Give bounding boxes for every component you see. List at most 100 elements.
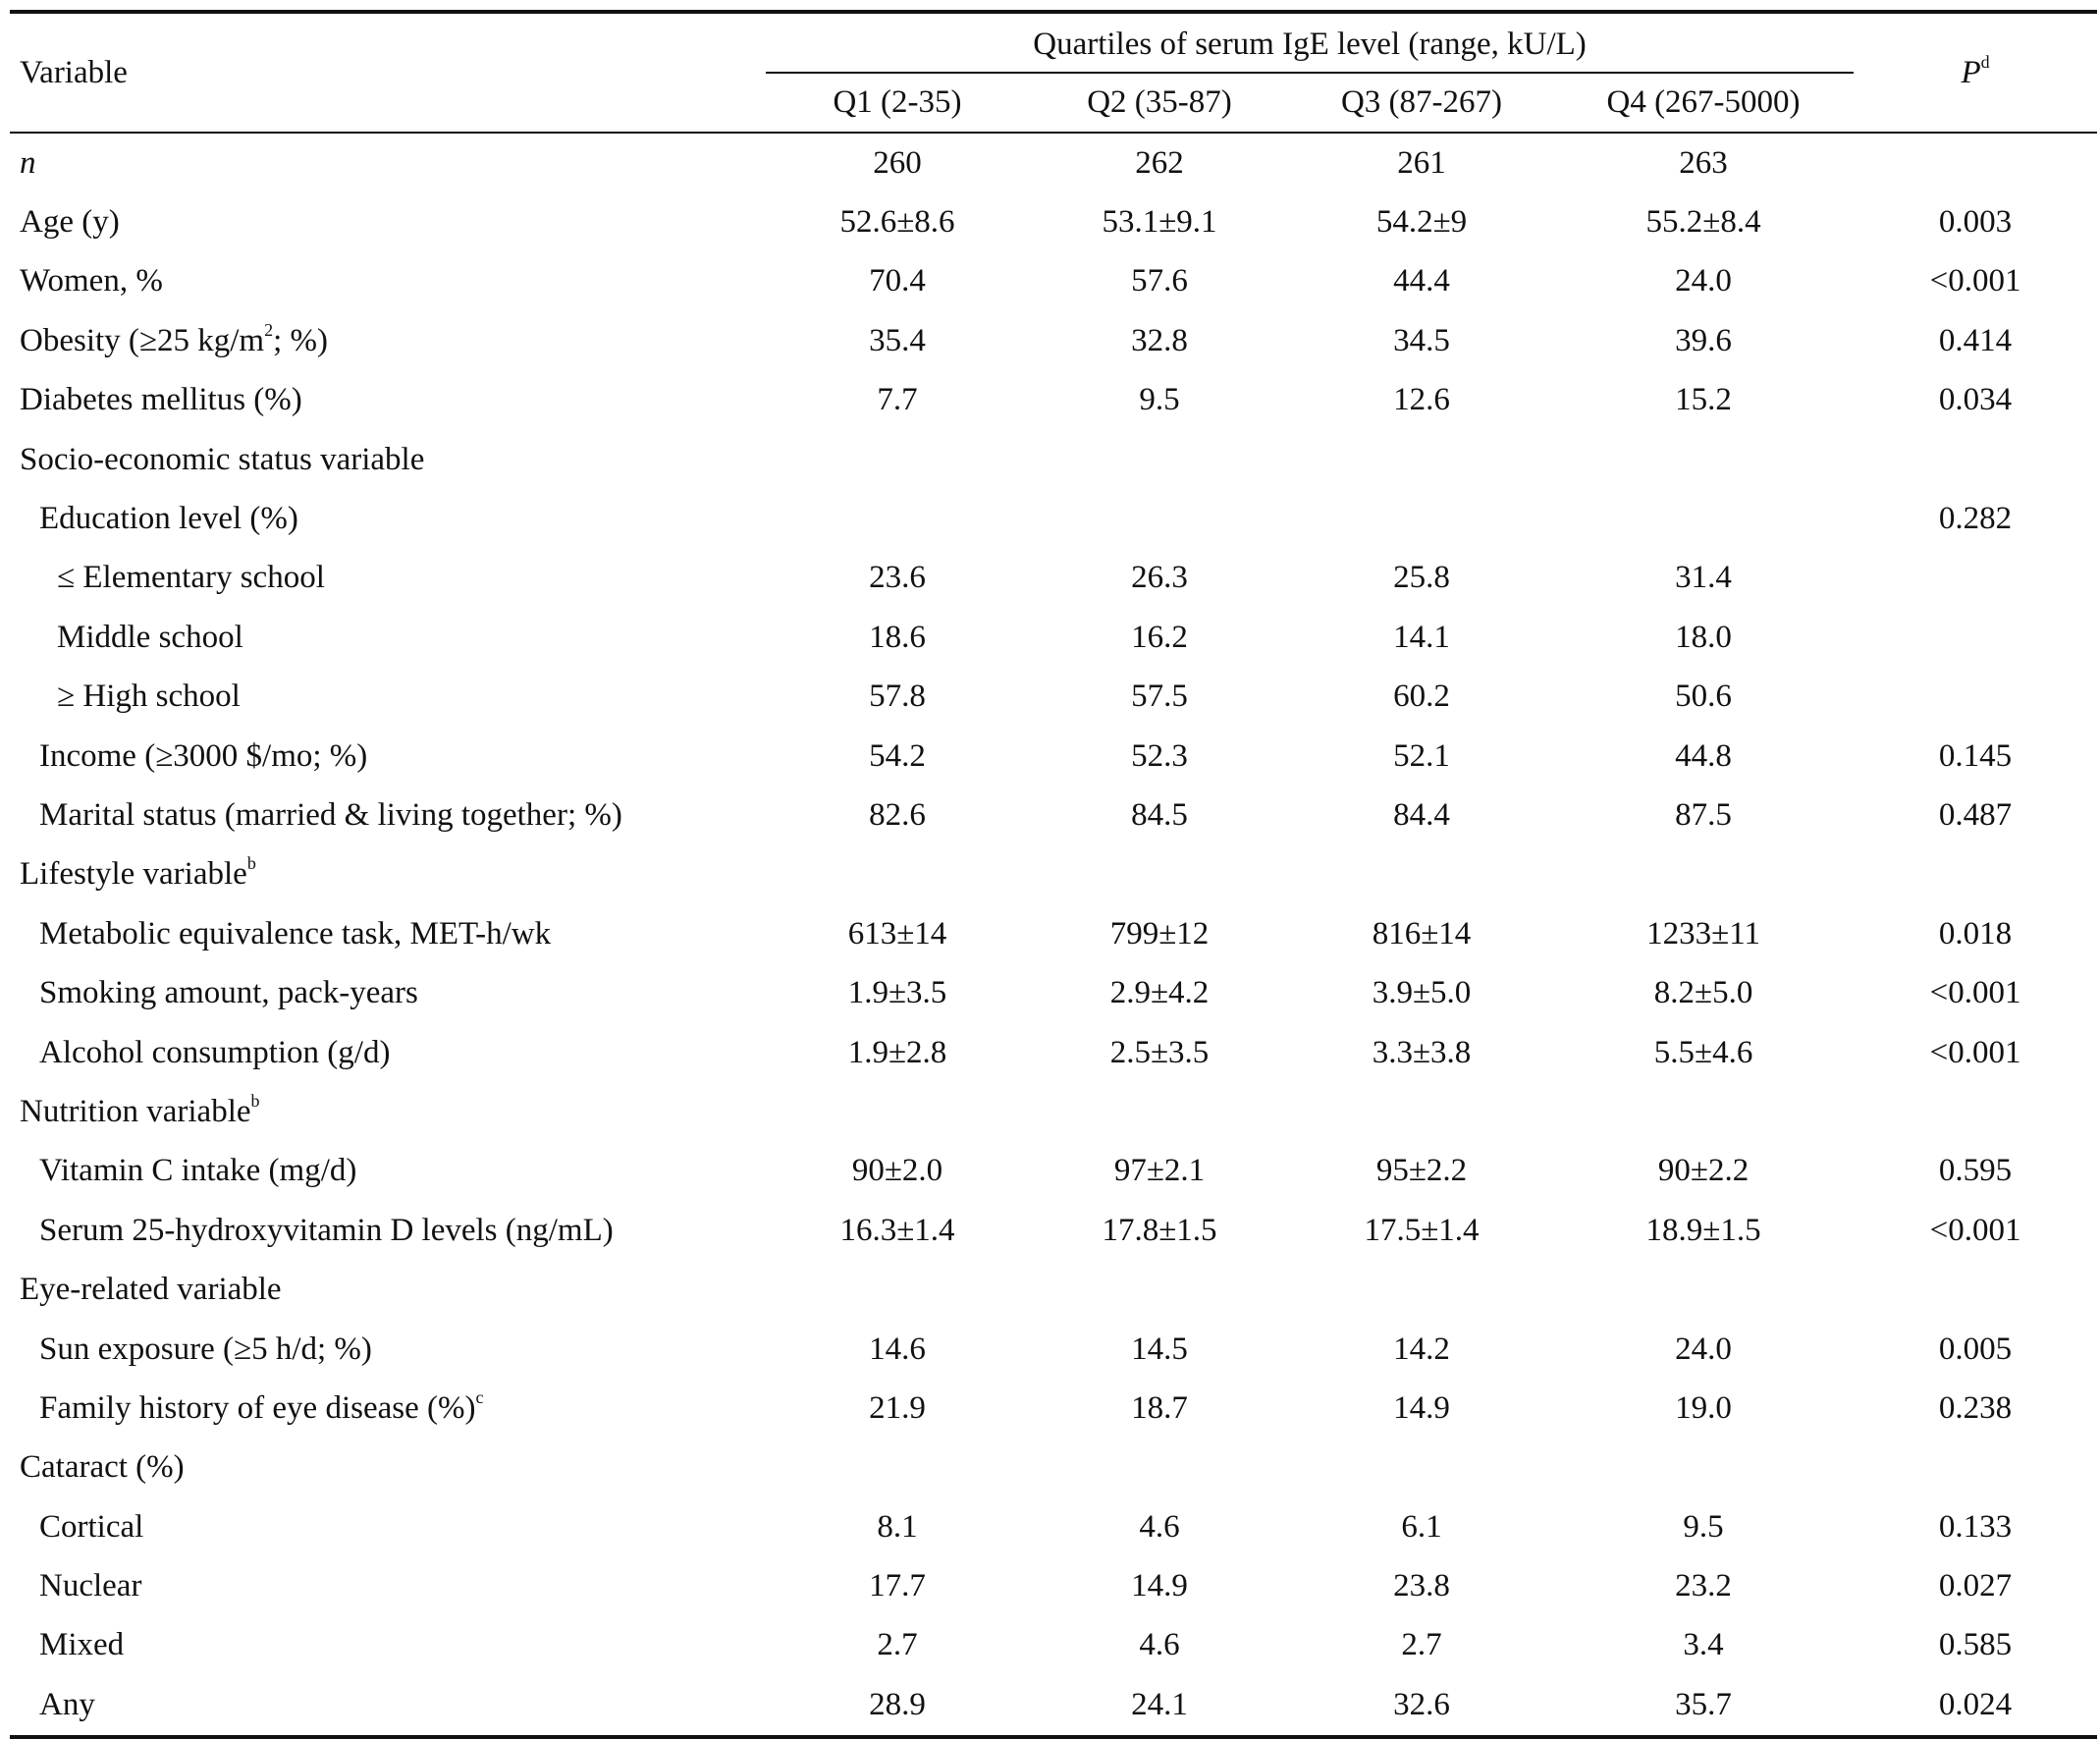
cell-p [1854, 430, 2097, 489]
cell-p: 0.487 [1938, 796, 2013, 833]
table-row: Income (≥3000 $/mo; %) 54.2 52.3 52.1 44… [10, 727, 2097, 786]
section-label: Socio-economic status variable [20, 441, 425, 477]
cell-q1: 7.7 [877, 382, 918, 418]
cell-q3 [1290, 430, 1553, 489]
cell-q4: 87.5 [1675, 796, 1732, 833]
cell-q2: 2.9±4.2 [1109, 975, 1210, 1011]
cell-p [1854, 549, 2097, 608]
cell-q3: 816±14 [1372, 915, 1472, 951]
ige-quartile-table: Variable Quartiles of serum IgE level (r… [10, 10, 2098, 1739]
cell-q4: 35.7 [1553, 1675, 1855, 1739]
cell-q3: 44.4 [1393, 263, 1450, 299]
cell-q2: 57.5 [1131, 679, 1188, 715]
row-label: Nuclear [39, 1568, 142, 1604]
table-row: Cataract (%) [10, 1439, 2097, 1497]
table-row: Eye-related variable [10, 1260, 2097, 1319]
cell-q4: 3.4 [1683, 1627, 1724, 1663]
row-label: Vitamin C intake (mg/d) [39, 1153, 357, 1189]
row-label: Mixed [39, 1627, 125, 1663]
cell-q3: 32.6 [1290, 1675, 1553, 1739]
cell-q1 [766, 1439, 1029, 1497]
cell-p: 0.133 [1938, 1508, 2013, 1545]
table-row: Age (y) 52.6±8.6 53.1±9.1 54.2±9 55.2±8.… [10, 192, 2097, 251]
section-label-superscript: b [246, 853, 256, 874]
table-row: Cortical 8.1 4.6 6.1 9.5 0.133 [10, 1497, 2097, 1556]
cell-q4 [1553, 1260, 1854, 1319]
table-row: Metabolic equivalence task, MET-h/wk 613… [10, 904, 2097, 963]
column-header-q4: Q4 (267-5000) [1553, 72, 1855, 134]
table-row: Mixed 2.7 4.6 2.7 3.4 0.585 [10, 1616, 2097, 1675]
p-value-column-header: Pd [1854, 10, 2098, 134]
cell-q2: 97±2.1 [1113, 1153, 1206, 1189]
table-row: Smoking amount, pack-years 1.9±3.5 2.9±4… [10, 963, 2097, 1022]
cell-q2 [1029, 1260, 1290, 1319]
cell-q2: 17.8±1.5 [1102, 1212, 1217, 1248]
cell-q4: 50.6 [1675, 679, 1732, 715]
column-header-q3: Q3 (87-267) [1290, 72, 1553, 134]
cell-q1: 35.4 [869, 322, 926, 358]
cell-q3: 14.1 [1393, 619, 1450, 655]
cell-q4: 1233±11 [1646, 915, 1760, 951]
row-label-text: Obesity (≥25 kg/m [20, 322, 265, 358]
column-header-q2: Q2 (35-87) [1029, 72, 1290, 134]
cell-q1: 1.9±3.5 [847, 975, 947, 1011]
cell-q2: 53.1±9.1 [1102, 204, 1217, 241]
row-label: Education level (%) [39, 501, 298, 537]
quartiles-title: Quartiles of serum IgE level (range, kU/… [1033, 27, 1587, 62]
cell-q4: 23.2 [1675, 1568, 1732, 1604]
cell-q3: 52.1 [1393, 737, 1450, 774]
cell-q1: 82.6 [869, 796, 926, 833]
row-label: Women, % [20, 263, 163, 299]
cell-q2: 84.5 [1131, 796, 1188, 833]
table-row: Sun exposure (≥5 h/d; %) 14.6 14.5 14.2 … [10, 1320, 2097, 1379]
cell-q2: 16.2 [1131, 619, 1188, 655]
cell-q1: 54.2 [869, 737, 926, 774]
row-label: Smoking amount, pack-years [39, 975, 418, 1011]
cell-q4 [1553, 1439, 1854, 1497]
cell-q3 [1290, 1260, 1553, 1319]
cell-q2: 4.6 [1139, 1508, 1180, 1545]
section-label-superscript: b [250, 1090, 260, 1111]
cell-p [1854, 133, 2097, 192]
cell-q4 [1553, 845, 1854, 904]
cell-q2 [1029, 430, 1290, 489]
table-row: Nuclear 17.7 14.9 23.8 23.2 0.027 [10, 1556, 2097, 1615]
cell-q2: 24.1 [1029, 1675, 1290, 1739]
section-label: Lifestyle variableb [10, 845, 766, 904]
cell-q4: 31.4 [1675, 560, 1732, 596]
cell-q4: 39.6 [1675, 322, 1732, 358]
cell-q4 [1553, 489, 1854, 548]
cell-p: 0.585 [1938, 1627, 2013, 1663]
row-label: Diabetes mellitus (%) [20, 382, 302, 418]
quartiles-group-header: Quartiles of serum IgE level (range, kU/… [766, 10, 1855, 73]
cell-p: <0.001 [1929, 263, 2021, 299]
row-label: ≥ High school [57, 679, 241, 715]
cell-p [1854, 668, 2097, 727]
row-label: Family history of eye disease (%)c [10, 1379, 766, 1438]
cell-q2: 18.7 [1131, 1389, 1188, 1426]
row-label-text-end: ; %) [273, 322, 329, 358]
cell-q2: 14.5 [1131, 1331, 1188, 1367]
row-label: Alcohol consumption (g/d) [39, 1034, 391, 1070]
cell-q3: 2.7 [1401, 1627, 1442, 1663]
cell-p [1854, 1439, 2097, 1497]
cell-q3: 14.2 [1393, 1331, 1450, 1367]
row-label-text: Family history of eye disease (%) [39, 1389, 476, 1426]
cell-p [1854, 608, 2097, 667]
cell-q2: 26.3 [1131, 560, 1188, 596]
cell-q1: 613±14 [847, 915, 947, 951]
row-label: Age (y) [20, 204, 120, 241]
cell-q2 [1029, 845, 1290, 904]
row-label: Obesity (≥25 kg/m2; %) [10, 311, 766, 370]
section-label: Nutrition variableb [10, 1082, 766, 1141]
cell-q1 [766, 845, 1029, 904]
table-row: Nutrition variableb [10, 1082, 2097, 1141]
cell-q3: 261 [1397, 144, 1446, 181]
cell-q2 [1029, 489, 1290, 548]
cell-q4: 19.0 [1675, 1389, 1732, 1426]
table-row: ≤ Elementary school 23.6 26.3 25.8 31.4 [10, 549, 2097, 608]
section-label-text: Nutrition variable [20, 1093, 251, 1129]
cell-p [1854, 1260, 2097, 1319]
cell-q4: 5.5±4.6 [1653, 1034, 1753, 1070]
cell-p: 0.414 [1938, 322, 2013, 358]
